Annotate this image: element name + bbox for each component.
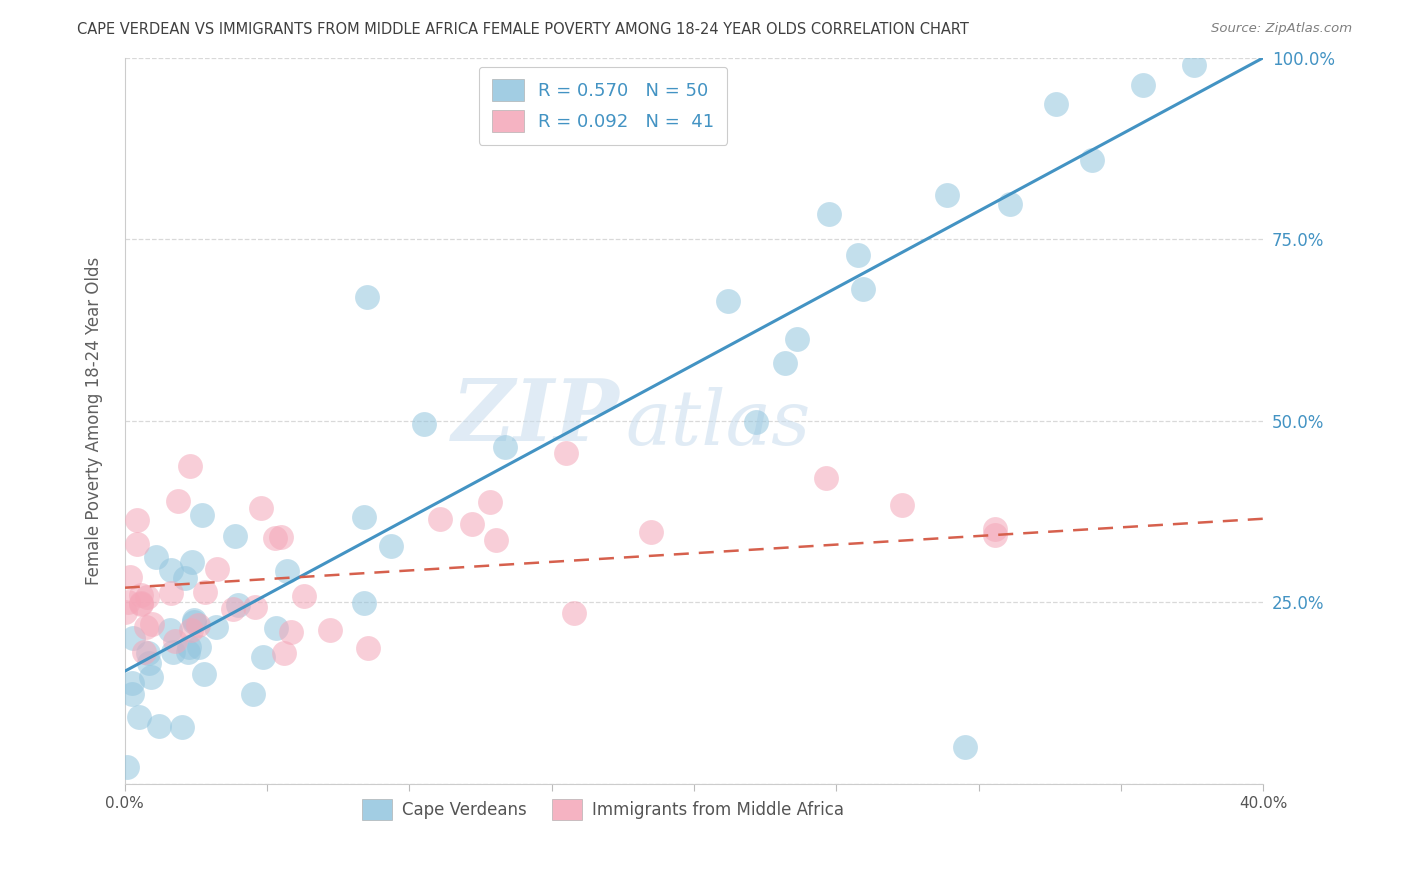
Point <box>118 570 141 584</box>
Point <box>250 501 273 516</box>
Text: Source: ZipAtlas.com: Source: ZipAtlas.com <box>1212 22 1353 36</box>
Point <box>159 623 181 637</box>
Point <box>226 598 249 612</box>
Point <box>380 539 402 553</box>
Point <box>224 529 246 543</box>
Point <box>984 522 1007 536</box>
Point <box>242 687 264 701</box>
Point <box>270 530 292 544</box>
Point <box>252 649 274 664</box>
Point <box>562 606 585 620</box>
Point <box>114 605 136 619</box>
Point <box>121 687 143 701</box>
Point <box>773 356 796 370</box>
Point <box>555 446 578 460</box>
Point <box>163 634 186 648</box>
Point <box>222 601 245 615</box>
Point <box>121 676 143 690</box>
Point <box>273 646 295 660</box>
Y-axis label: Female Poverty Among 18-24 Year Olds: Female Poverty Among 18-24 Year Olds <box>86 257 103 585</box>
Point <box>148 719 170 733</box>
Point <box>478 494 501 508</box>
Point <box>936 187 959 202</box>
Text: ZIP: ZIP <box>453 376 620 458</box>
Point <box>640 524 662 539</box>
Point <box>205 562 228 576</box>
Point <box>744 415 766 429</box>
Point <box>121 631 143 645</box>
Point <box>187 640 209 654</box>
Point <box>160 563 183 577</box>
Point <box>117 594 139 608</box>
Point <box>173 571 195 585</box>
Point <box>1045 96 1067 111</box>
Point <box>243 599 266 614</box>
Point <box>890 498 912 512</box>
Point <box>461 516 484 531</box>
Point <box>135 620 157 634</box>
Point <box>145 550 167 565</box>
Point <box>1081 153 1104 167</box>
Point <box>132 645 155 659</box>
Point <box>136 590 159 604</box>
Point <box>138 656 160 670</box>
Text: CAPE VERDEAN VS IMMIGRANTS FROM MIDDLE AFRICA FEMALE POVERTY AMONG 18-24 YEAR OL: CAPE VERDEAN VS IMMIGRANTS FROM MIDDLE A… <box>77 22 969 37</box>
Point <box>172 720 194 734</box>
Point <box>129 597 152 611</box>
Point <box>412 417 434 431</box>
Point <box>318 624 340 638</box>
Point <box>187 618 209 632</box>
Point <box>181 555 204 569</box>
Point <box>485 533 508 548</box>
Point <box>136 646 159 660</box>
Point <box>125 513 148 527</box>
Point <box>494 440 516 454</box>
Point <box>818 207 841 221</box>
Point <box>998 197 1021 211</box>
Point <box>852 282 875 296</box>
Point <box>193 666 215 681</box>
Point <box>1182 58 1205 72</box>
Point <box>180 623 202 637</box>
Point <box>167 494 190 508</box>
Point <box>183 615 205 629</box>
Point <box>815 471 838 485</box>
Point <box>194 585 217 599</box>
Point <box>984 528 1007 542</box>
Point <box>1132 78 1154 92</box>
Point <box>183 613 205 627</box>
Point <box>205 620 228 634</box>
Point <box>162 645 184 659</box>
Point <box>139 670 162 684</box>
Point <box>179 640 201 655</box>
Text: atlas: atlas <box>626 387 811 461</box>
Point <box>717 293 740 308</box>
Point <box>141 617 163 632</box>
Point <box>129 588 152 602</box>
Point <box>176 645 198 659</box>
Point <box>125 537 148 551</box>
Point <box>292 589 315 603</box>
Point <box>429 512 451 526</box>
Point <box>280 625 302 640</box>
Point <box>276 564 298 578</box>
Point <box>117 760 139 774</box>
Point <box>353 596 375 610</box>
Point <box>128 710 150 724</box>
Point <box>953 740 976 755</box>
Point <box>356 290 378 304</box>
Legend: Cape Verdeans, Immigrants from Middle Africa: Cape Verdeans, Immigrants from Middle Af… <box>356 793 851 826</box>
Point <box>179 458 201 473</box>
Point <box>160 585 183 599</box>
Point <box>264 621 287 635</box>
Point <box>848 248 870 262</box>
Point <box>129 596 152 610</box>
Point <box>353 509 375 524</box>
Point <box>786 332 808 346</box>
Point <box>191 508 214 523</box>
Point <box>264 531 287 545</box>
Point <box>357 641 380 656</box>
